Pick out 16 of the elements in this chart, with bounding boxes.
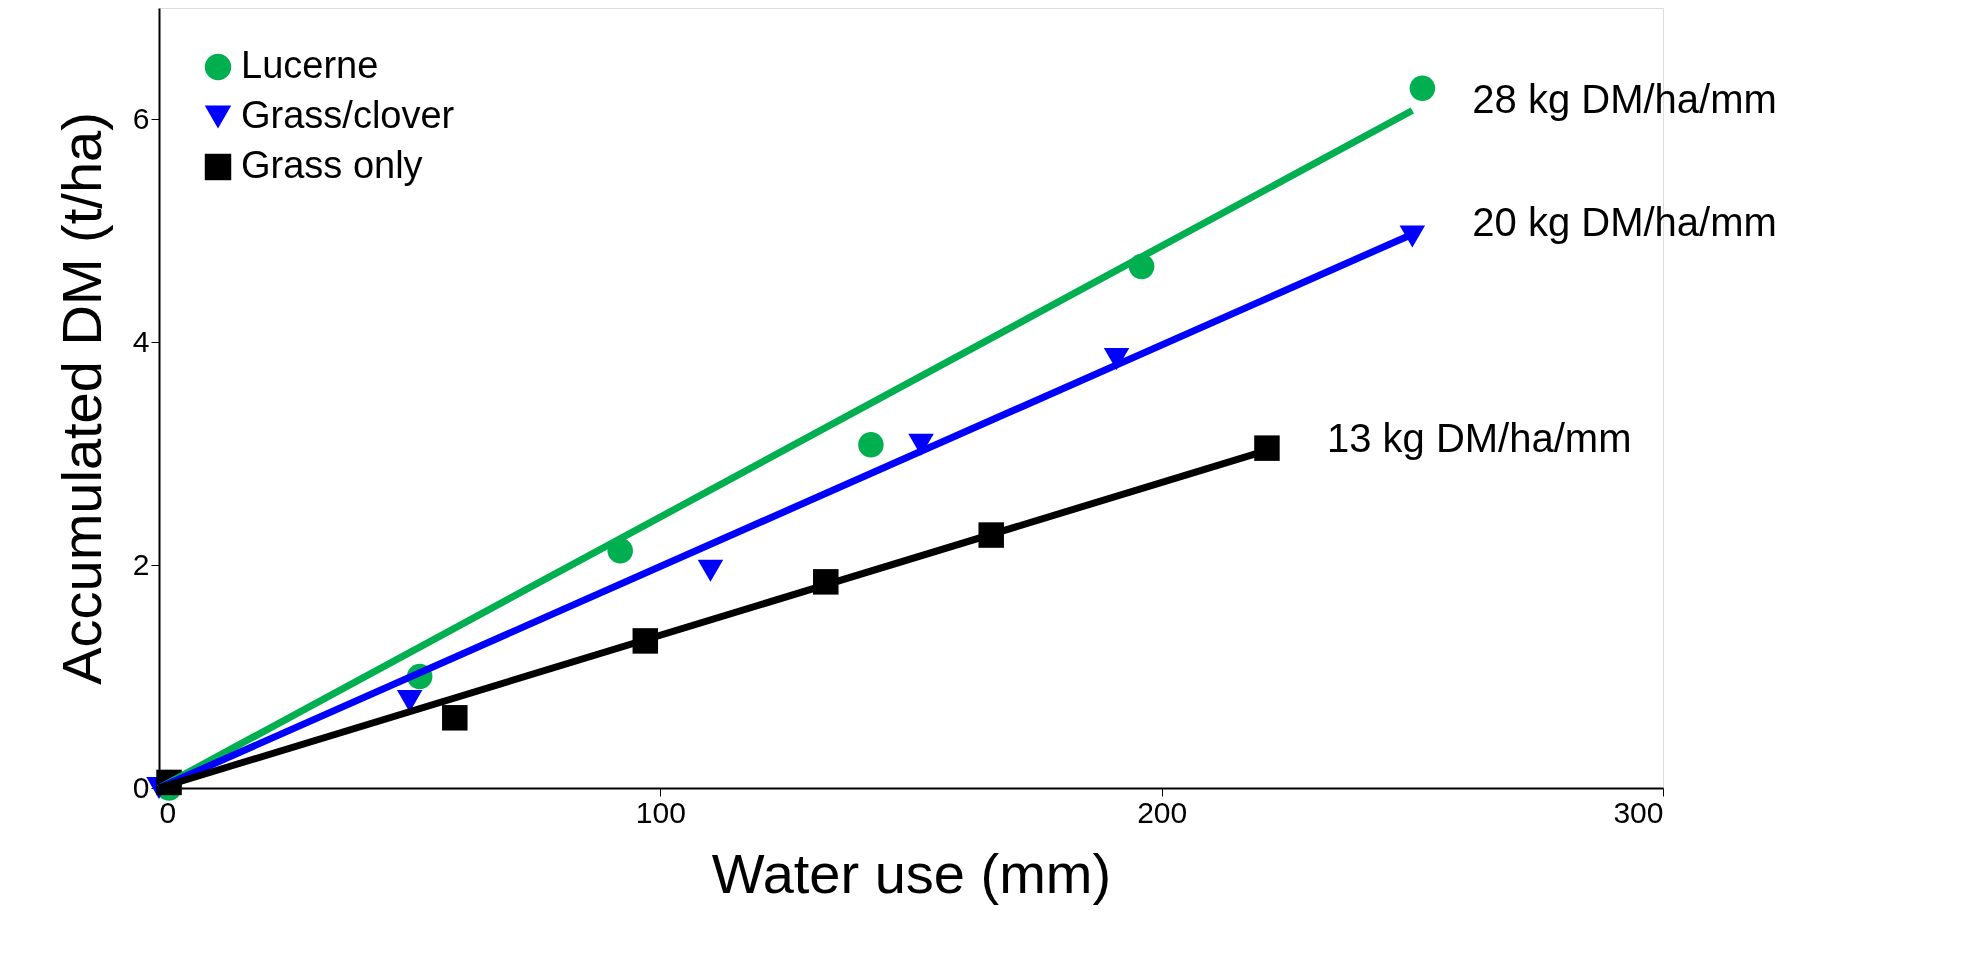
y-tick-label: 4 bbox=[132, 324, 150, 358]
x-tick-label: 100 bbox=[635, 795, 686, 829]
x-tick-label: 0 bbox=[159, 795, 177, 829]
y-tick-label: 0 bbox=[132, 770, 150, 804]
y-tick-label: 2 bbox=[132, 547, 150, 581]
y-axis-title: Accumulated DM (t/ha) bbox=[49, 112, 113, 685]
legend-label: Lucerne bbox=[241, 44, 379, 86]
annotation: 13 kg DM/ha/mm bbox=[1326, 416, 1632, 461]
x-tick-label: 200 bbox=[1137, 795, 1188, 829]
annotation: 20 kg DM/ha/mm bbox=[1472, 200, 1777, 245]
legend-label: Grass only bbox=[241, 144, 423, 186]
legend-label: Grass/clover bbox=[241, 94, 455, 136]
x-tick-label: 300 bbox=[1613, 795, 1664, 829]
y-tick-label: 6 bbox=[132, 101, 150, 135]
x-axis-title: Water use (mm) bbox=[711, 841, 1112, 905]
annotation: 28 kg DM/ha/mm bbox=[1472, 76, 1777, 121]
